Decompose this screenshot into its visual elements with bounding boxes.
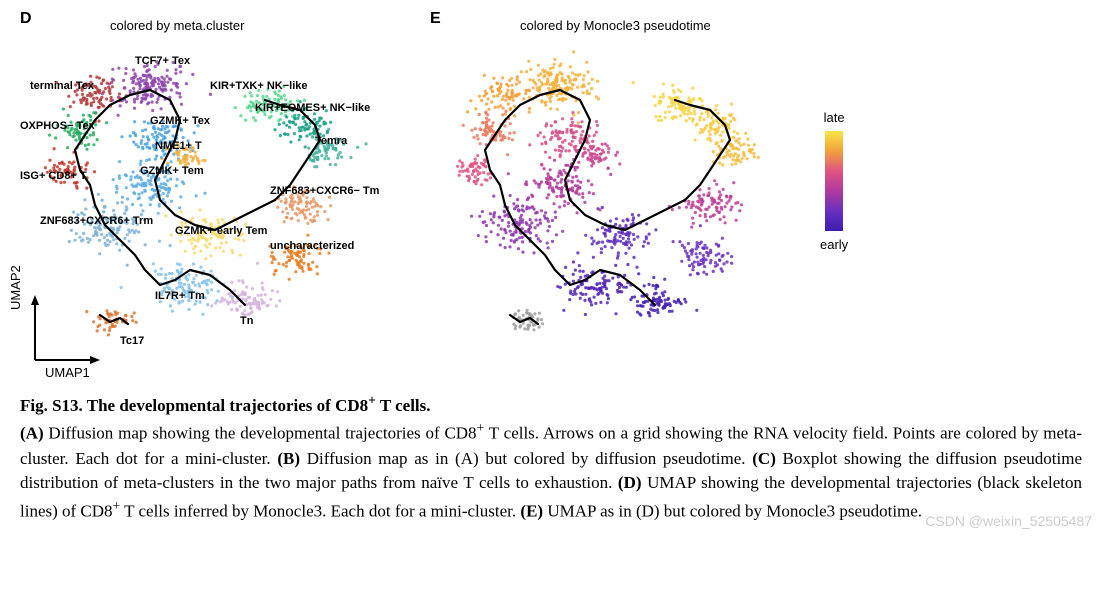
watermark: CSDN @weixin_52505487 xyxy=(925,513,1092,529)
caption-title: Fig. S13. The developmental trajectories… xyxy=(20,396,431,415)
cluster-label: ISG+ CD8+ T xyxy=(20,170,87,182)
cluster-label: ZNF683+CXCR6+ Trm xyxy=(40,215,153,227)
cluster-label: KIR+EOMES+ NK−like xyxy=(255,102,370,114)
cluster-label: Tc17 xyxy=(120,335,144,347)
cluster-label: IL7R+ Tm xyxy=(155,290,205,302)
axis-x-label: UMAP1 xyxy=(45,365,90,380)
panel-E-plot xyxy=(430,10,800,370)
cluster-label: GZMK+ Tem xyxy=(140,165,204,177)
pseudotime-legend: late early xyxy=(820,110,848,252)
panel-D: D colored by meta.cluster UMAP2 UMAP1 TC… xyxy=(20,10,400,375)
cluster-label: Tn xyxy=(240,315,253,327)
cluster-label: TCF7+ Tex xyxy=(135,55,190,67)
caption-D-label: (D) xyxy=(618,473,642,492)
cluster-label: OXPHOS− Tex xyxy=(20,120,95,132)
axis-y-label: UMAP2 xyxy=(8,265,23,310)
cluster-label: KIR+TXK+ NK−like xyxy=(210,80,308,92)
figure-caption: Fig. S13. The developmental trajectories… xyxy=(20,390,1082,524)
legend-early-label: early xyxy=(820,237,848,252)
legend-late-label: late xyxy=(824,110,845,125)
cluster-label: uncharacterized xyxy=(270,240,354,252)
caption-C-label: (C) xyxy=(752,449,776,468)
cluster-label: GZMK+ Tex xyxy=(150,115,210,127)
gradient-bar-icon xyxy=(825,131,843,231)
cluster-label: terminal Tex xyxy=(30,80,94,92)
cluster-label: ZNF683+CXCR6− Tm xyxy=(270,185,379,197)
caption-A-label: (A) xyxy=(20,424,44,443)
cluster-label: NME1+ T xyxy=(155,140,202,152)
cluster-label: GZMK+ early Tem xyxy=(175,225,267,237)
figure-row: D colored by meta.cluster UMAP2 UMAP1 TC… xyxy=(20,10,1082,375)
cluster-label: Temra xyxy=(315,135,347,147)
caption-B-label: (B) xyxy=(277,449,300,468)
panel-E: E colored by Monocle3 pseudotime late ea… xyxy=(430,10,900,375)
axis-arrows-icon xyxy=(20,295,100,375)
caption-E-label: (E) xyxy=(520,502,543,521)
